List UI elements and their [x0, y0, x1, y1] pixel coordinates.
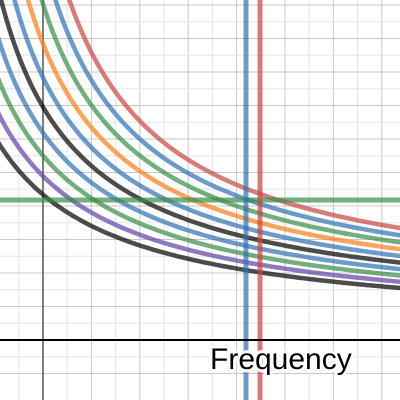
curves — [0, 0, 400, 291]
curve — [53, 0, 400, 238]
curve — [0, 111, 400, 284]
curve — [0, 36, 400, 272]
curve — [0, 141, 400, 291]
curve — [39, 0, 400, 245]
curve — [0, 0, 400, 265]
axis-label: Frequency — [210, 343, 352, 376]
curve — [66, 0, 400, 231]
curve — [0, 77, 400, 278]
curve — [12, 0, 400, 259]
